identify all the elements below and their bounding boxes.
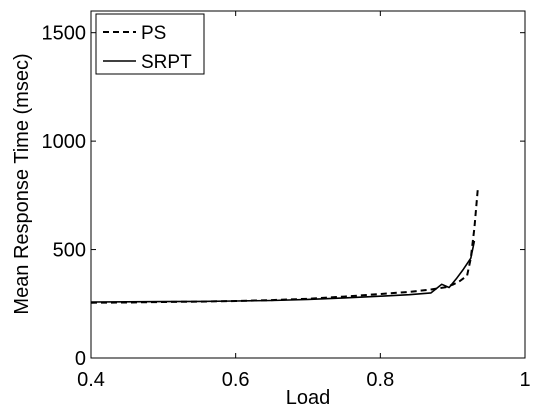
series-layer [90, 186, 479, 304]
legend-srpt-label: SRPT [141, 52, 192, 73]
legend-box [95, 13, 205, 75]
y-tick-label: 1500 [42, 23, 87, 45]
x-axis-label: Load [286, 387, 331, 409]
legend-ps-label: PS [141, 23, 166, 44]
y-tick-label: 0 [75, 348, 86, 370]
x-tick-label: 0.4 [77, 369, 105, 391]
ticks-layer: 0.4 0.6 0.8 1 0 500 1000 1500 [42, 11, 531, 391]
x-tick-label: 0.6 [222, 369, 250, 391]
x-tick-label: 0.8 [366, 369, 394, 391]
y-tick-label: 1000 [42, 131, 87, 153]
series-line-srpt [90, 240, 476, 303]
y-axis-label: Mean Response Time (msec) [11, 53, 33, 314]
y-tick-label: 500 [53, 240, 86, 262]
x-tick-label: 1 [519, 369, 530, 391]
legend: PS SRPT [95, 13, 205, 75]
